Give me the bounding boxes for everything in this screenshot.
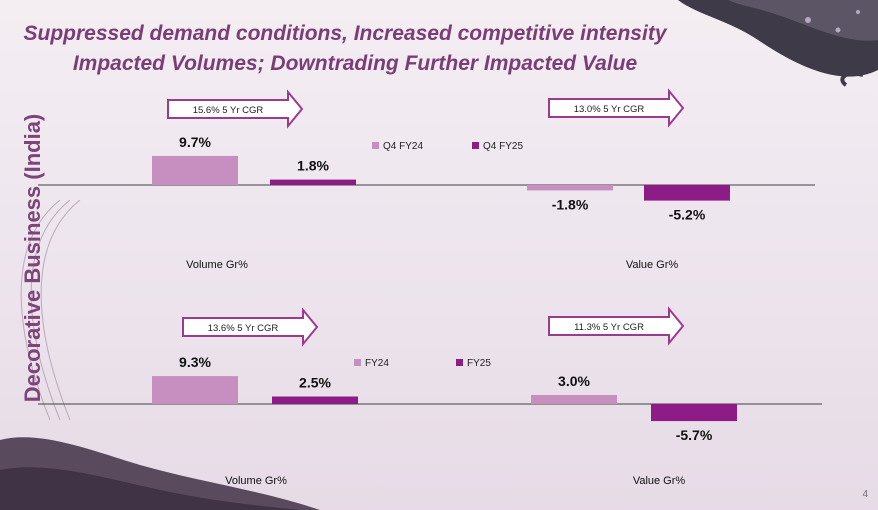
slide-title-line-1: Suppressed demand conditions, Increased … xyxy=(23,22,667,45)
decorative-corner-art-top xyxy=(678,0,878,87)
cagr-label: 13.6% 5 Yr CGR xyxy=(208,323,279,334)
bar-volume-gr-q4-fy25 xyxy=(270,179,356,185)
legend-swatch xyxy=(372,142,379,149)
legend-swatch xyxy=(472,142,479,149)
cagr-arrow xyxy=(548,306,685,346)
category-label: Volume Gr% xyxy=(186,259,248,271)
data-label: -5.7% xyxy=(676,427,713,443)
page-number: 4 xyxy=(862,489,868,500)
legend-label: FY24 xyxy=(365,358,389,369)
legend-swatch xyxy=(456,359,463,366)
data-label: 2.5% xyxy=(299,375,331,391)
cagr-label: 11.3% 5 Yr CGR xyxy=(574,322,644,333)
bar-volume-gr-q4-fy24 xyxy=(152,155,238,185)
cagr-label: 13.0% 5 Yr CGR xyxy=(574,104,645,115)
data-label: -5.2% xyxy=(669,207,706,223)
data-label: 9.7% xyxy=(179,134,211,150)
category-label: Volume Gr% xyxy=(225,475,287,487)
legend-label: Q4 FY25 xyxy=(483,141,523,152)
category-label: Value Gr% xyxy=(626,259,679,271)
decorative-curves xyxy=(20,200,81,420)
legend-label: Q4 FY24 xyxy=(383,141,423,152)
cagr-arrow xyxy=(182,307,319,347)
cagr-arrow xyxy=(548,88,685,128)
legend-label: FY25 xyxy=(467,358,491,369)
data-label: -1.8% xyxy=(552,196,589,212)
bar-volume-gr-fy24 xyxy=(152,376,238,404)
bar-value-gr-q4-fy25 xyxy=(644,185,730,201)
bar-value-gr-q4-fy24 xyxy=(527,185,613,191)
cagr-arrow xyxy=(167,89,304,129)
cagr-label: 15.6% 5 Yr CGR xyxy=(193,105,264,116)
data-label: 3.0% xyxy=(558,373,590,389)
bar-value-gr-fy25 xyxy=(651,404,737,422)
data-label: 9.3% xyxy=(179,354,211,370)
legend-swatch xyxy=(354,359,361,366)
bar-value-gr-fy24 xyxy=(531,395,617,404)
decorative-corner-art-bottom xyxy=(0,437,320,510)
bar-volume-gr-fy25 xyxy=(272,396,358,404)
category-label: Value Gr% xyxy=(633,475,686,487)
slide-title-line-2: Impacted Volumes; Downtrading Further Im… xyxy=(72,52,638,75)
data-label: 1.8% xyxy=(297,158,329,174)
